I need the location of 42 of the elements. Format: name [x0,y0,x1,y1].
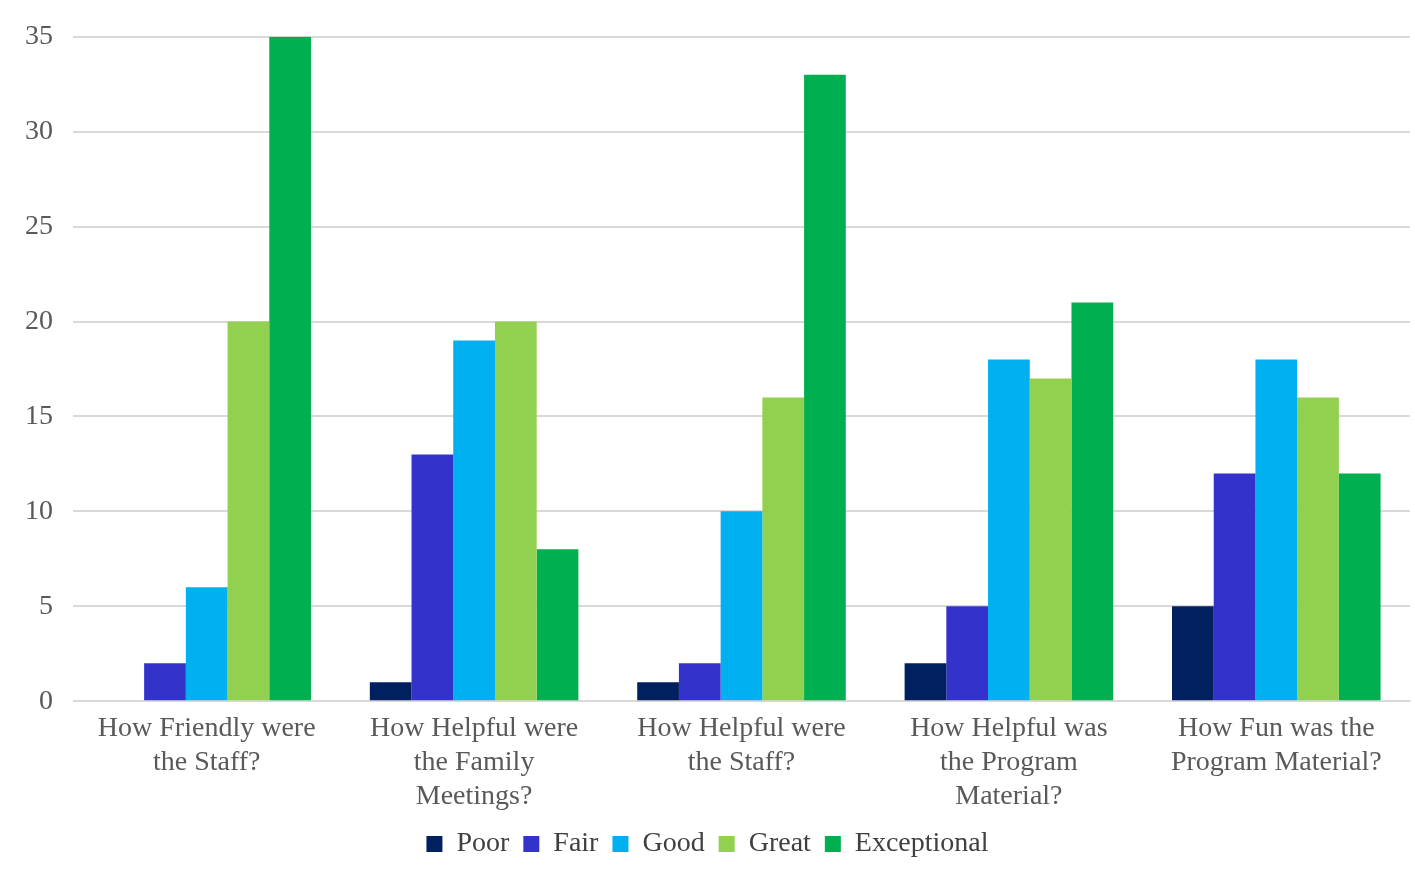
bar [1297,397,1339,701]
bar [1029,378,1072,701]
y-tick-label: 5 [39,588,53,620]
x-tick-label: How Helpful was the Program Material? [910,711,1108,810]
legend-label: Good [642,826,705,858]
legend-label: Great [748,826,812,858]
bar [1071,302,1114,701]
bar [453,340,495,701]
bar [1172,606,1214,701]
bar [637,682,679,701]
bar [720,511,763,701]
bar [946,606,989,701]
bar [227,321,270,701]
bar [269,36,311,701]
bar [1213,473,1256,701]
legend-label: Fair [553,826,600,858]
y-tick-label: 20 [25,303,53,335]
y-tick-label: 30 [25,114,53,146]
x-tick-label: How Fun was the Program Material? [1170,711,1382,776]
x-tick-label: How Helpful were the Staff? [637,711,846,776]
y-tick-label: 15 [25,398,53,430]
bar [804,74,846,701]
bar [1338,473,1381,701]
bar [678,663,721,701]
bar [762,397,805,701]
y-tick-label: 0 [39,683,53,715]
bar [988,359,1030,701]
bar [494,321,537,701]
bar [1255,359,1298,701]
legend-label: Exceptional [854,826,989,858]
y-tick-label: 25 [25,208,53,240]
x-tick-label: How Friendly were the Staff? [97,711,316,776]
bar [369,682,412,701]
bar [185,587,228,701]
bar [411,454,454,701]
bar [144,663,186,701]
legend-label: Poor [456,826,511,858]
y-tick-label: 35 [25,19,53,51]
y-tick-label: 10 [25,493,53,525]
bar [904,663,947,701]
x-tick-label: How Helpful were the Family Meetings? [369,711,579,810]
bar [536,549,579,701]
